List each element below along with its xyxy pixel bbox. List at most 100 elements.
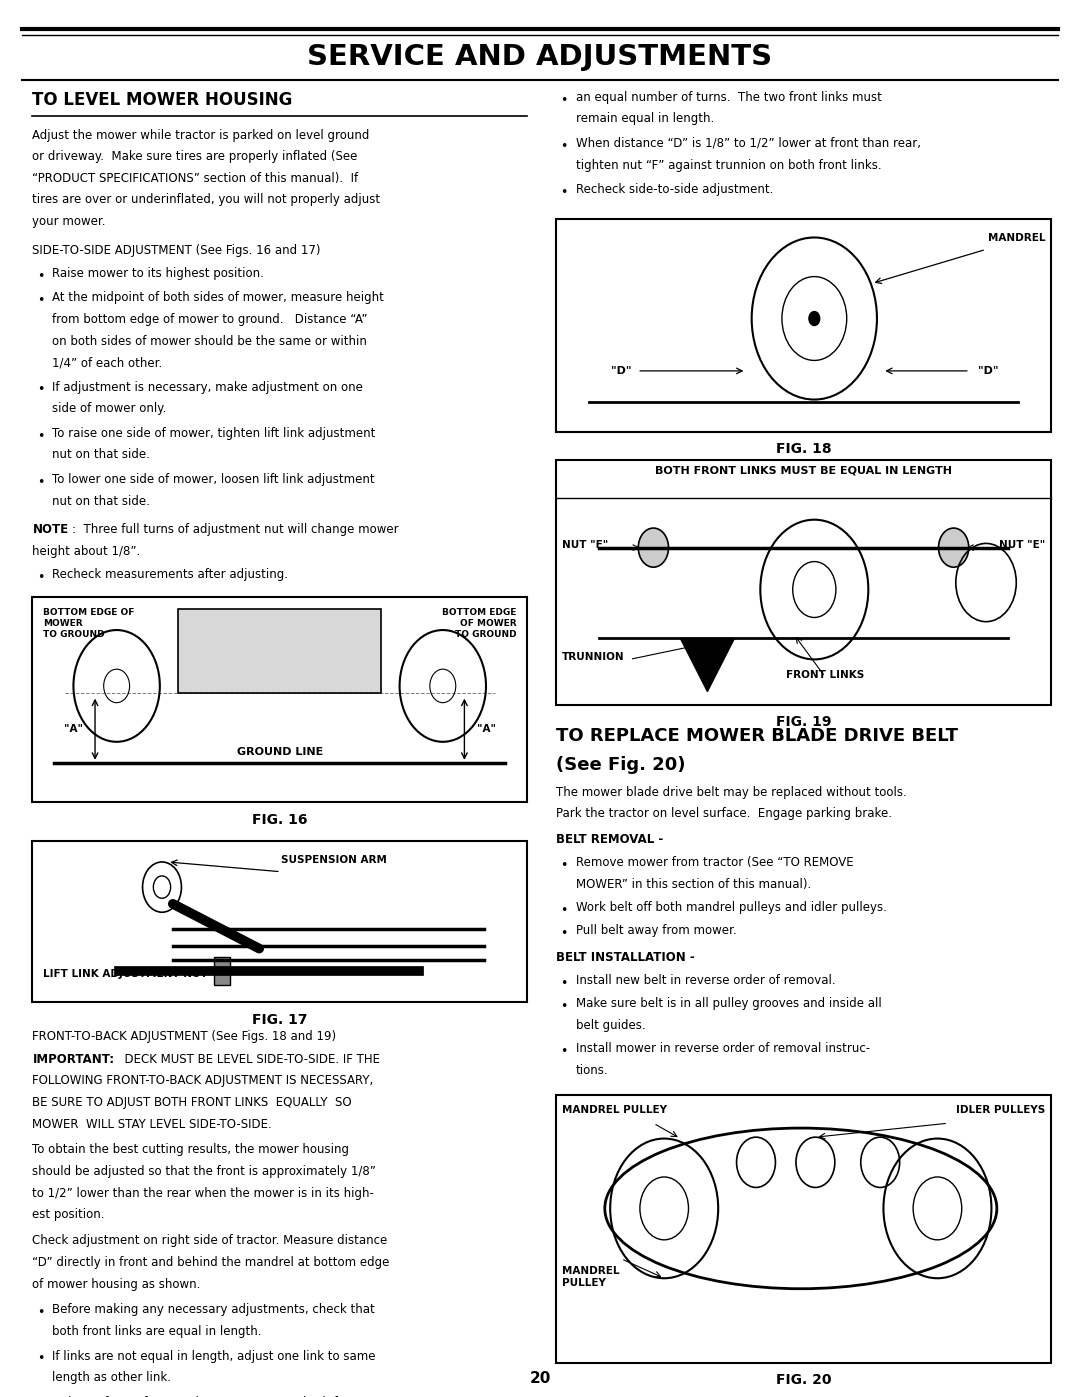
- Text: BE SURE TO ADJUST BOTH FRONT LINKS  EQUALLY  SO: BE SURE TO ADJUST BOTH FRONT LINKS EQUAL…: [32, 1095, 352, 1109]
- Polygon shape: [680, 638, 734, 692]
- Text: •: •: [561, 94, 568, 106]
- Text: •: •: [37, 270, 44, 282]
- Text: NOTE: NOTE: [32, 522, 68, 536]
- Text: BOTTOM EDGE
OF MOWER
TO GROUND: BOTTOM EDGE OF MOWER TO GROUND: [442, 608, 516, 638]
- Text: FIG. 20: FIG. 20: [775, 1373, 832, 1387]
- Text: To raise one side of mower, tighten lift link adjustment: To raise one side of mower, tighten lift…: [52, 426, 375, 440]
- Text: MANDREL
PULLEY: MANDREL PULLEY: [562, 1266, 619, 1288]
- Bar: [556, 1095, 1051, 1363]
- Text: FRONT LINKS: FRONT LINKS: [786, 669, 864, 679]
- Text: nut on that side.: nut on that side.: [52, 448, 150, 461]
- Text: Pull belt away from mower.: Pull belt away from mower.: [576, 925, 737, 937]
- Text: "D": "D": [978, 366, 998, 376]
- Text: “PRODUCT SPECIFICATIONS” section of this manual).  If: “PRODUCT SPECIFICATIONS” section of this…: [32, 172, 359, 184]
- Text: height about 1/8”.: height about 1/8”.: [32, 545, 140, 557]
- Text: IMPORTANT:: IMPORTANT:: [32, 1052, 114, 1066]
- Text: •: •: [561, 1000, 568, 1013]
- Text: tions.: tions.: [576, 1065, 608, 1077]
- Text: •: •: [561, 859, 568, 872]
- Text: MANDREL: MANDREL: [988, 232, 1045, 243]
- Bar: [32, 841, 527, 1002]
- Text: If links are not equal in length, adjust one link to same: If links are not equal in length, adjust…: [52, 1350, 376, 1362]
- Text: est position.: est position.: [32, 1208, 105, 1221]
- Text: •: •: [37, 570, 44, 584]
- Text: GROUND LINE: GROUND LINE: [237, 747, 323, 757]
- Text: Work belt off both mandrel pulleys and idler pulleys.: Work belt off both mandrel pulleys and i…: [576, 901, 887, 914]
- Text: If adjustment is necessary, make adjustment on one: If adjustment is necessary, make adjustm…: [52, 380, 363, 394]
- Text: SIDE-TO-SIDE ADJUSTMENT (See Figs. 16 and 17): SIDE-TO-SIDE ADJUSTMENT (See Figs. 16 an…: [32, 243, 321, 257]
- Text: BOTH FRONT LINKS MUST BE EQUAL IN LENGTH: BOTH FRONT LINKS MUST BE EQUAL IN LENGTH: [654, 465, 953, 476]
- Text: :  Three full turns of adjustment nut will change mower: : Three full turns of adjustment nut wil…: [72, 522, 399, 536]
- Text: "A": "A": [476, 724, 496, 735]
- Text: both front links are equal in length.: both front links are equal in length.: [52, 1324, 261, 1338]
- Text: Make sure belt is in all pulley grooves and inside all: Make sure belt is in all pulley grooves …: [576, 997, 881, 1010]
- Text: or driveway.  Make sure tires are properly inflated (See: or driveway. Make sure tires are properl…: [32, 151, 357, 163]
- Text: TO LEVEL MOWER HOUSING: TO LEVEL MOWER HOUSING: [32, 91, 293, 109]
- Text: tires are over or underinflated, you will not properly adjust: tires are over or underinflated, you wil…: [32, 193, 380, 207]
- Text: "D": "D": [611, 366, 631, 376]
- Text: LIFT LINK ADJUSTMENT NUT: LIFT LINK ADJUSTMENT NUT: [43, 970, 208, 979]
- Text: BELT REMOVAL -: BELT REMOVAL -: [556, 833, 663, 847]
- Bar: [556, 460, 1051, 704]
- Text: 20: 20: [529, 1372, 551, 1386]
- Text: FIG. 19: FIG. 19: [775, 714, 832, 729]
- Text: •: •: [37, 475, 44, 489]
- Text: Check adjustment on right side of tractor. Measure distance: Check adjustment on right side of tracto…: [32, 1234, 388, 1248]
- Text: When distance “D” is 1/8” to 1/2” lower at front than rear,: When distance “D” is 1/8” to 1/2” lower …: [576, 137, 920, 149]
- Text: FIG. 17: FIG. 17: [252, 1013, 308, 1027]
- Text: MOWER  WILL STAY LEVEL SIDE-TO-SIDE.: MOWER WILL STAY LEVEL SIDE-TO-SIDE.: [32, 1118, 272, 1130]
- Text: •: •: [37, 383, 44, 397]
- Circle shape: [809, 312, 820, 326]
- Text: •: •: [561, 904, 568, 916]
- Text: an equal number of turns.  The two front links must: an equal number of turns. The two front …: [576, 91, 881, 103]
- Text: Park the tractor on level surface.  Engage parking brake.: Park the tractor on level surface. Engag…: [556, 807, 892, 820]
- Text: length as other link.: length as other link.: [52, 1370, 171, 1384]
- Circle shape: [638, 528, 669, 567]
- Text: Install mower in reverse order of removal instruc-: Install mower in reverse order of remova…: [576, 1042, 869, 1055]
- Text: FRONT-TO-BACK ADJUSTMENT (See Figs. 18 and 19): FRONT-TO-BACK ADJUSTMENT (See Figs. 18 a…: [32, 1030, 337, 1042]
- Text: Raise mower to its highest position.: Raise mower to its highest position.: [52, 267, 264, 279]
- Text: your mower.: your mower.: [32, 215, 106, 228]
- Text: should be adjusted so that the front is approximately 1/8”: should be adjusted so that the front is …: [32, 1165, 376, 1178]
- Text: (See Fig. 20): (See Fig. 20): [556, 756, 686, 774]
- Text: 1/4” of each other.: 1/4” of each other.: [52, 356, 162, 369]
- Bar: [32, 597, 527, 802]
- Text: To lower front of mower loosen nut “E” on both front: To lower front of mower loosen nut “E” o…: [52, 1396, 362, 1397]
- Bar: [178, 609, 381, 693]
- Text: •: •: [561, 978, 568, 990]
- Text: remain equal in length.: remain equal in length.: [576, 113, 714, 126]
- Text: MOWER” in this section of this manual).: MOWER” in this section of this manual).: [576, 877, 811, 891]
- Text: on both sides of mower should be the same or within: on both sides of mower should be the sam…: [52, 334, 367, 348]
- Text: NUT "F": NUT "F": [562, 539, 608, 550]
- Text: BELT INSTALLATION -: BELT INSTALLATION -: [556, 951, 694, 964]
- Text: to 1/2” lower than the rear when the mower is in its high-: to 1/2” lower than the rear when the mow…: [32, 1186, 375, 1200]
- Text: SERVICE AND ADJUSTMENTS: SERVICE AND ADJUSTMENTS: [308, 43, 772, 71]
- Text: The mower blade drive belt may be replaced without tools.: The mower blade drive belt may be replac…: [556, 785, 907, 799]
- Text: IDLER PULLEYS: IDLER PULLEYS: [956, 1105, 1045, 1115]
- Text: •: •: [561, 928, 568, 940]
- Text: •: •: [561, 1045, 568, 1058]
- Text: •: •: [37, 293, 44, 307]
- Text: side of mower only.: side of mower only.: [52, 402, 166, 415]
- Text: FOLLOWING FRONT-TO-BACK ADJUSTMENT IS NECESSARY,: FOLLOWING FRONT-TO-BACK ADJUSTMENT IS NE…: [32, 1074, 374, 1087]
- Text: •: •: [37, 429, 44, 443]
- Text: To lower one side of mower, loosen lift link adjustment: To lower one side of mower, loosen lift …: [52, 472, 375, 486]
- Text: •: •: [561, 186, 568, 198]
- Text: FIG. 18: FIG. 18: [775, 441, 832, 457]
- Text: Recheck measurements after adjusting.: Recheck measurements after adjusting.: [52, 567, 288, 581]
- Text: "A": "A": [64, 724, 83, 735]
- Text: Adjust the mower while tractor is parked on level ground: Adjust the mower while tractor is parked…: [32, 129, 369, 141]
- Text: belt guides.: belt guides.: [576, 1020, 645, 1032]
- Text: TO REPLACE MOWER BLADE DRIVE BELT: TO REPLACE MOWER BLADE DRIVE BELT: [556, 726, 958, 745]
- Text: Remove mower from tractor (See “TO REMOVE: Remove mower from tractor (See “TO REMOV…: [576, 856, 853, 869]
- Text: BOTTOM EDGE OF
MOWER
TO GROUND: BOTTOM EDGE OF MOWER TO GROUND: [43, 608, 135, 638]
- Text: At the midpoint of both sides of mower, measure height: At the midpoint of both sides of mower, …: [52, 291, 383, 305]
- Text: of mower housing as shown.: of mower housing as shown.: [32, 1277, 201, 1291]
- Text: TRUNNION: TRUNNION: [562, 652, 624, 662]
- Text: MANDREL PULLEY: MANDREL PULLEY: [562, 1105, 666, 1115]
- Text: nut on that side.: nut on that side.: [52, 495, 150, 507]
- Text: FIG. 16: FIG. 16: [252, 813, 308, 827]
- Text: Install new belt in reverse order of removal.: Install new belt in reverse order of rem…: [576, 975, 835, 988]
- Text: •: •: [561, 140, 568, 152]
- Circle shape: [939, 528, 969, 567]
